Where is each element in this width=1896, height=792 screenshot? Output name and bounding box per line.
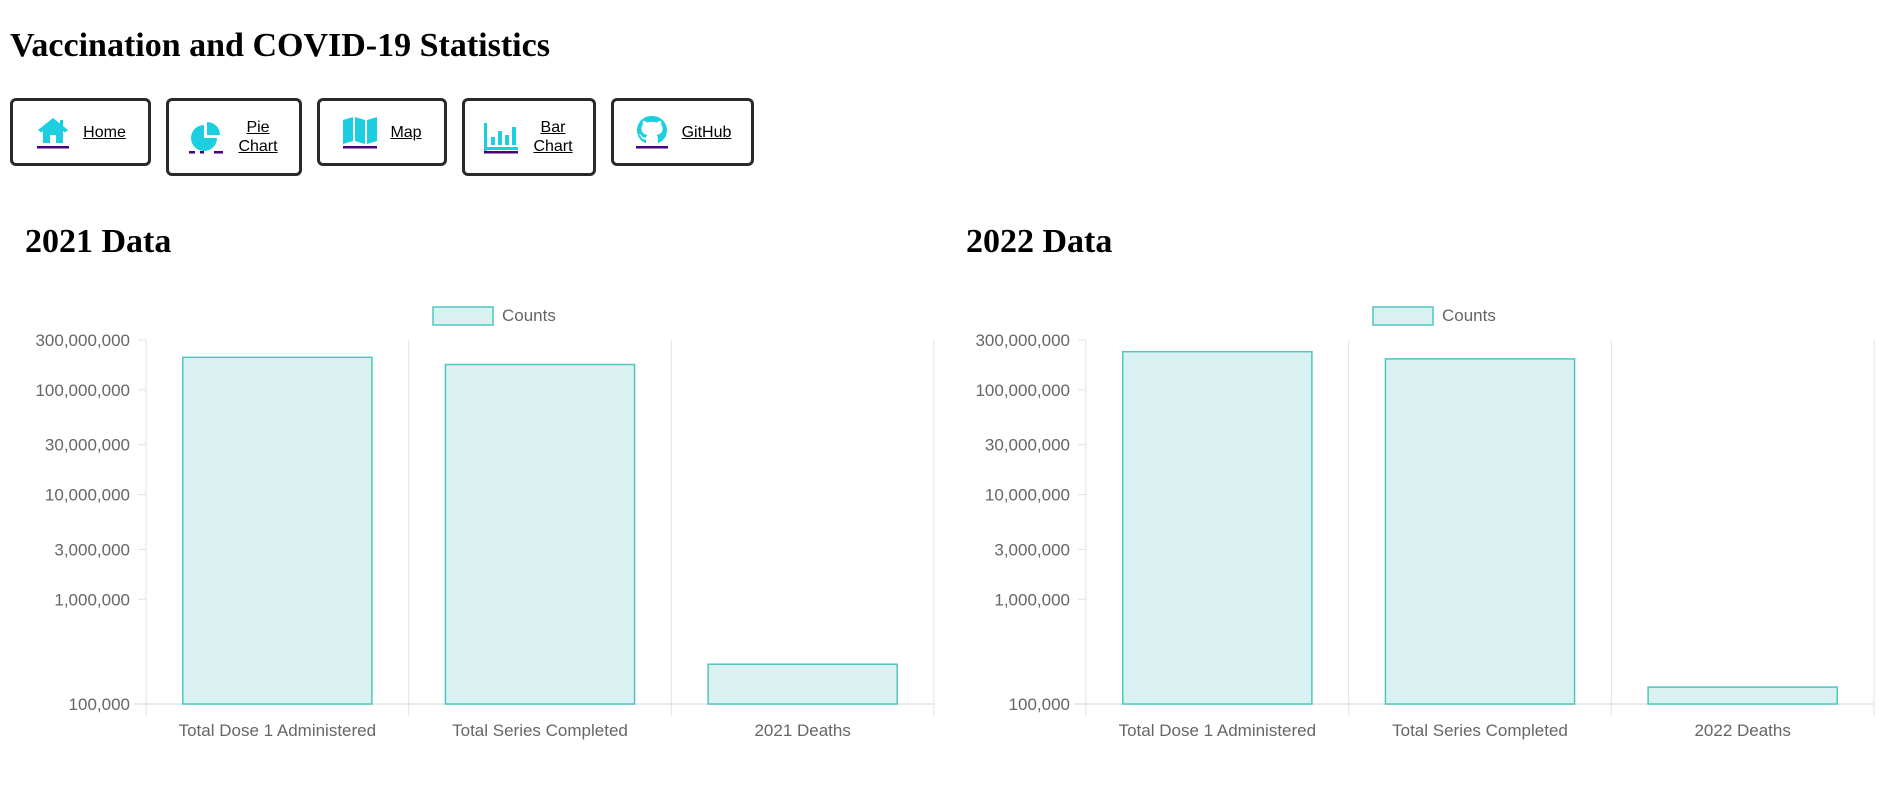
bar-chart-2021: Counts 100,000 1,000,000 3,000,000 10,000,00…	[35, 306, 935, 740]
y-tick-label: 300,000,000	[35, 331, 130, 350]
y-tick-label: 10,000,000	[985, 486, 1070, 505]
x-tick-label: Total Dose 1 Administered	[179, 721, 377, 740]
y-tick-label: 1,000,000	[54, 590, 130, 609]
y-tick-label: 30,000,000	[45, 436, 130, 455]
pie-chart-icon	[189, 122, 223, 154]
legend-label: Counts	[502, 306, 556, 325]
bar	[182, 356, 373, 705]
x-tick-label: 2021 Deaths	[754, 721, 850, 740]
legend-swatch	[1372, 306, 1434, 326]
section-title-2021: 2021 Data	[25, 223, 172, 260]
legend-label: Counts	[1442, 306, 1496, 325]
y-tick-label: 3,000,000	[54, 540, 130, 559]
x-tick-label: Total Series Completed	[1392, 721, 1568, 740]
y-tick-label: 100,000,000	[35, 381, 130, 400]
y-tick-label: 10,000,000	[45, 486, 130, 505]
github-icon	[635, 116, 668, 149]
x-tick-label: 2022 Deaths	[1694, 721, 1790, 740]
nav-button-map[interactable]: Map	[317, 98, 447, 166]
nav-button-pie-chart[interactable]: Pie Chart	[166, 98, 302, 176]
page-title: Vaccination and COVID-19 Statistics	[10, 27, 550, 64]
x-tick-label: Total Dose 1 Administered	[1119, 721, 1317, 740]
bar	[1647, 686, 1838, 705]
nav-button-home[interactable]: Home	[10, 98, 151, 166]
bar	[707, 663, 898, 705]
legend-swatch	[432, 306, 494, 326]
y-tick-label: 100,000	[1009, 695, 1070, 714]
nav-label-home[interactable]: Home	[83, 123, 126, 141]
nav-label-pie-chart[interactable]: Pie Chart	[238, 119, 278, 155]
nav-label-bar-chart[interactable]: Bar Chart	[533, 119, 573, 155]
bar-chart-2022: Counts 100,000 1,000,000 3,000,000 10,000,00…	[975, 306, 1875, 740]
y-tick-label: 3,000,000	[994, 540, 1070, 559]
nav-button-bar-chart[interactable]: Bar Chart	[462, 98, 596, 176]
home-icon	[37, 118, 70, 149]
bar	[1384, 358, 1576, 705]
bar	[1122, 350, 1313, 705]
y-tick-label: 30,000,000	[985, 436, 1070, 455]
map-icon	[343, 117, 378, 149]
section-title-2022: 2022 Data	[966, 223, 1113, 260]
y-tick-label: 100,000,000	[975, 381, 1070, 400]
x-tick-label: Total Series Completed	[452, 721, 628, 740]
nav-label-map[interactable]: Map	[390, 123, 422, 141]
y-tick-label: 1,000,000	[994, 590, 1070, 609]
nav-button-github[interactable]: GitHub	[611, 98, 754, 166]
y-tick-label: 300,000,000	[975, 331, 1070, 350]
bar	[444, 363, 636, 705]
nav-label-github[interactable]: GitHub	[681, 123, 732, 141]
y-tick-label: 100,000	[69, 695, 130, 714]
bar-chart-icon	[484, 123, 518, 154]
